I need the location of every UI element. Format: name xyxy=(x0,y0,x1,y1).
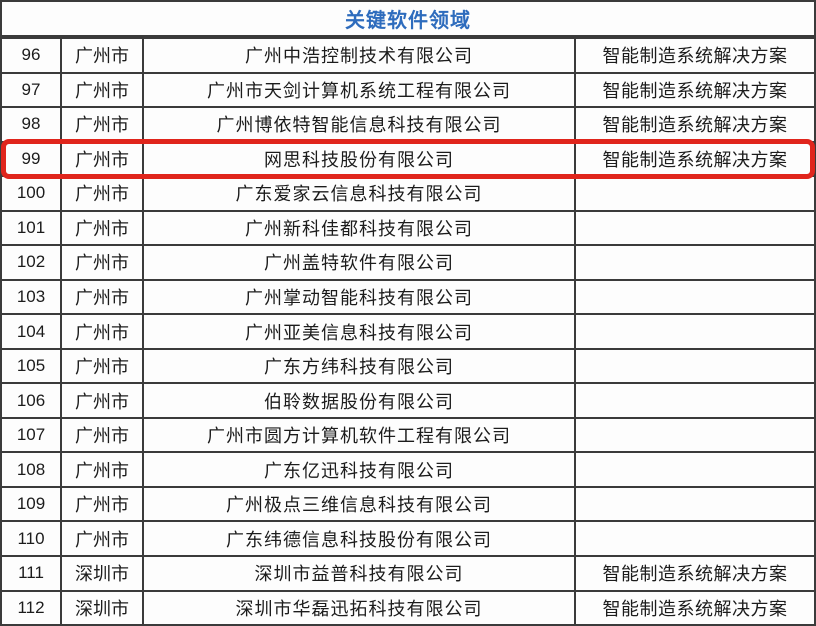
row-number: 98 xyxy=(2,108,62,141)
company-cell: 广州盖特软件有限公司 xyxy=(144,246,576,279)
company-cell: 广州新科佳都科技有限公司 xyxy=(144,211,576,245)
field-cell: 智能制造系统解决方案 xyxy=(602,564,788,585)
table-row: 108 广州市 广东亿迅科技有限公司 xyxy=(2,453,814,488)
company-cell: 广东爱家云信息科技有限公司 xyxy=(144,177,576,210)
city-cell: 广州市 xyxy=(62,211,144,245)
row-number: 100 xyxy=(2,177,62,210)
city-cell: 广州市 xyxy=(62,246,144,279)
row-number: 109 xyxy=(2,487,62,521)
company-cell: 广州市圆方计算机软件工程有限公司 xyxy=(144,418,576,452)
table-row: 104 广州市 广州亚美信息科技有限公司 xyxy=(2,315,814,350)
table-row: 100 广州市 广东爱家云信息科技有限公司 xyxy=(2,177,814,212)
table-row: 109 广州市 广州极点三维信息科技有限公司 xyxy=(2,487,814,523)
company-cell: 广州掌动智能科技有限公司 xyxy=(144,280,576,314)
field-cell: 智能制造系统解决方案 xyxy=(602,149,788,170)
table-row: 102 广州市 广州盖特软件有限公司 xyxy=(2,246,814,281)
table-row: 112 深圳市 深圳市华磊迅拓科技有限公司 智能制造系统解决方案 xyxy=(2,591,814,626)
company-cell: 广州市天剑计算机系统工程有限公司 xyxy=(144,73,576,107)
company-cell: 广州中浩控制技术有限公司 xyxy=(144,39,576,72)
row-number: 111 xyxy=(2,556,62,590)
table-row: 106 广州市 伯聆数据股份有限公司 xyxy=(2,384,814,419)
field-cell xyxy=(576,315,814,348)
field-cell: 智能制造系统解决方案 xyxy=(602,46,788,67)
company-cell: 广州博依特智能信息科技有限公司 xyxy=(144,108,576,141)
table-row: 101 广州市 广州新科佳都科技有限公司 xyxy=(2,211,814,247)
company-cell: 广东亿迅科技有限公司 xyxy=(144,453,576,486)
city-cell: 广州市 xyxy=(62,349,144,383)
table-row: 97 广州市 广州市天剑计算机系统工程有限公司 智能制造系统解决方案 xyxy=(2,73,814,109)
row-number: 101 xyxy=(2,211,62,245)
field-cell xyxy=(576,384,814,417)
city-cell: 广州市 xyxy=(62,142,144,176)
table-row: 98 广州市 广州博依特智能信息科技有限公司 智能制造系统解决方案 xyxy=(2,108,814,143)
field-cell: 智能制造系统解决方案 xyxy=(602,80,788,101)
city-cell: 深圳市 xyxy=(62,556,144,590)
city-cell: 广州市 xyxy=(62,73,144,107)
city-cell: 广州市 xyxy=(62,108,144,141)
row-number: 104 xyxy=(2,315,62,348)
table-row: 107 广州市 广州市圆方计算机软件工程有限公司 xyxy=(2,418,814,454)
row-number: 103 xyxy=(2,280,62,314)
company-cell: 广东纬德信息科技股份有限公司 xyxy=(144,522,576,555)
city-cell: 广州市 xyxy=(62,315,144,348)
table-row: 96 广州市 广州中浩控制技术有限公司 智能制造系统解决方案 xyxy=(2,39,814,74)
table-row: 105 广州市 广东方纬科技有限公司 xyxy=(2,349,814,385)
city-cell: 广州市 xyxy=(62,384,144,417)
field-cell xyxy=(576,488,814,521)
city-cell: 广州市 xyxy=(62,280,144,314)
table-row: 110 广州市 广东纬德信息科技股份有限公司 xyxy=(2,522,814,557)
table-title: 关键软件领域 xyxy=(345,10,471,32)
city-cell: 广州市 xyxy=(62,522,144,555)
table-row-highlighted: 99 广州市 网思科技股份有限公司 智能制造系统解决方案 xyxy=(1,138,815,180)
table-header: 关键软件领域 xyxy=(2,2,814,39)
city-cell: 深圳市 xyxy=(62,591,144,625)
city-cell: 广州市 xyxy=(62,177,144,210)
company-cell: 网思科技股份有限公司 xyxy=(144,142,576,176)
row-number: 110 xyxy=(2,522,62,555)
company-cell: 深圳市益普科技有限公司 xyxy=(144,556,576,590)
company-cell: 深圳市华磊迅拓科技有限公司 xyxy=(144,591,576,625)
row-number: 105 xyxy=(2,349,62,383)
field-cell xyxy=(576,419,814,452)
field-cell xyxy=(576,246,814,279)
row-number: 99 xyxy=(2,142,62,176)
company-cell: 广州亚美信息科技有限公司 xyxy=(144,315,576,348)
field-cell: 智能制造系统解决方案 xyxy=(602,115,788,136)
field-cell xyxy=(576,177,814,210)
city-cell: 广州市 xyxy=(62,39,144,72)
row-number: 102 xyxy=(2,246,62,279)
field-cell: 智能制造系统解决方案 xyxy=(602,598,788,619)
field-cell xyxy=(576,212,814,245)
company-cell: 广东方纬科技有限公司 xyxy=(144,349,576,383)
row-number: 108 xyxy=(2,453,62,486)
city-cell: 广州市 xyxy=(62,418,144,452)
field-cell xyxy=(576,522,814,555)
row-number: 96 xyxy=(2,39,62,72)
row-number: 97 xyxy=(2,73,62,107)
field-cell xyxy=(576,281,814,314)
row-number: 106 xyxy=(2,384,62,417)
row-number: 112 xyxy=(2,591,62,625)
city-cell: 广州市 xyxy=(62,453,144,486)
table-row: 111 深圳市 深圳市益普科技有限公司 智能制造系统解决方案 xyxy=(2,556,814,592)
table-row: 103 广州市 广州掌动智能科技有限公司 xyxy=(2,280,814,316)
field-cell xyxy=(576,350,814,383)
row-number: 107 xyxy=(2,418,62,452)
field-cell xyxy=(576,453,814,486)
company-cell: 伯聆数据股份有限公司 xyxy=(144,384,576,417)
city-cell: 广州市 xyxy=(62,487,144,521)
company-cell: 广州极点三维信息科技有限公司 xyxy=(144,487,576,521)
